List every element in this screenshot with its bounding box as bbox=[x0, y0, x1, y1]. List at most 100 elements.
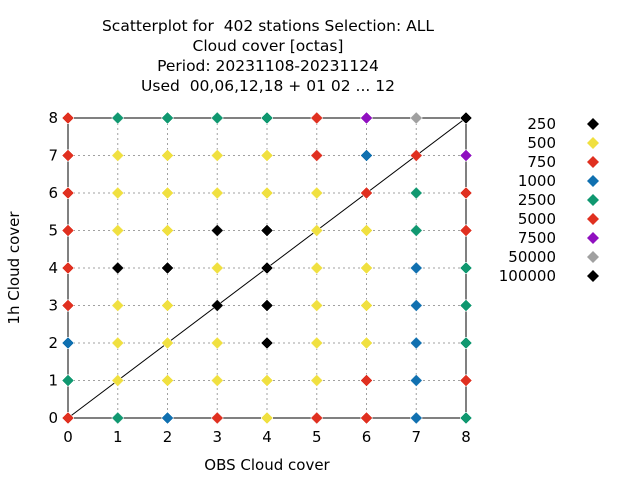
data-point bbox=[260, 111, 274, 125]
x-tick-label: 0 bbox=[63, 428, 73, 446]
legend-label: 5000 bbox=[518, 210, 556, 228]
data-point bbox=[360, 149, 373, 162]
data-point bbox=[360, 261, 373, 275]
legend-label: 100000 bbox=[499, 267, 556, 285]
data-point bbox=[260, 261, 274, 275]
data-point bbox=[409, 149, 423, 162]
data-point bbox=[61, 186, 75, 200]
data-point bbox=[111, 111, 125, 125]
data-point bbox=[409, 261, 423, 275]
title-line-4: Used 00,06,12,18 + 01 02 ... 12 bbox=[141, 77, 395, 95]
data-point bbox=[260, 149, 274, 162]
data-point bbox=[310, 224, 324, 237]
data-point bbox=[210, 336, 224, 350]
data-point bbox=[161, 374, 174, 387]
data-point bbox=[310, 299, 324, 312]
data-point bbox=[161, 336, 174, 350]
data-point bbox=[161, 261, 174, 275]
data-point bbox=[459, 374, 473, 387]
data-point bbox=[61, 411, 75, 425]
data-point bbox=[111, 299, 125, 312]
data-point bbox=[409, 299, 423, 312]
data-point bbox=[360, 374, 373, 387]
data-point bbox=[409, 111, 423, 125]
legend-marker bbox=[587, 175, 599, 187]
data-point bbox=[61, 336, 75, 350]
data-point bbox=[161, 186, 174, 200]
legend-label: 1000 bbox=[518, 172, 556, 190]
data-point bbox=[310, 149, 324, 162]
data-point bbox=[409, 186, 423, 200]
data-point bbox=[61, 374, 75, 387]
data-point bbox=[61, 261, 75, 275]
y-tick-label: 8 bbox=[48, 109, 58, 127]
legend-label: 7500 bbox=[518, 229, 556, 247]
x-tick-label: 5 bbox=[312, 428, 322, 446]
data-point bbox=[210, 111, 224, 125]
legend-marker bbox=[587, 213, 599, 225]
legend-label: 500 bbox=[527, 134, 556, 152]
y-tick-label: 7 bbox=[48, 147, 58, 165]
data-point bbox=[210, 261, 224, 275]
data-point bbox=[161, 111, 174, 125]
x-tick-label: 2 bbox=[163, 428, 173, 446]
x-axis-label: OBS Cloud cover bbox=[204, 456, 330, 474]
data-point bbox=[61, 111, 75, 125]
data-point bbox=[360, 411, 373, 425]
x-tick-label: 8 bbox=[461, 428, 471, 446]
data-point bbox=[360, 224, 373, 237]
legend-marker bbox=[587, 270, 599, 282]
data-point bbox=[161, 411, 174, 425]
data-point bbox=[459, 111, 473, 125]
data-point bbox=[409, 411, 423, 425]
y-tick-label: 1 bbox=[48, 372, 58, 390]
data-point bbox=[210, 374, 224, 387]
data-point bbox=[61, 299, 75, 312]
data-point bbox=[459, 224, 473, 237]
x-tick-label: 3 bbox=[212, 428, 222, 446]
axis-ticks: 0 1 2 3 4 5 6 7 8 0 1 2 3 4 5 6 7 8 bbox=[48, 109, 470, 446]
legend-marker bbox=[587, 194, 599, 206]
data-point bbox=[459, 149, 473, 162]
data-point bbox=[111, 261, 125, 275]
data-point bbox=[260, 336, 274, 350]
data-points bbox=[61, 111, 473, 425]
legend-label: 250 bbox=[527, 115, 556, 133]
data-point bbox=[409, 224, 423, 237]
data-point bbox=[310, 261, 324, 275]
data-point bbox=[260, 374, 274, 387]
legend-label: 50000 bbox=[508, 248, 556, 266]
data-point bbox=[111, 149, 125, 162]
data-point bbox=[161, 224, 174, 237]
data-point bbox=[409, 336, 423, 350]
data-point bbox=[111, 336, 125, 350]
legend-label: 750 bbox=[527, 153, 556, 171]
data-point bbox=[111, 411, 125, 425]
data-point bbox=[161, 299, 174, 312]
title-line-3: Period: 20231108-20231124 bbox=[157, 57, 379, 75]
x-tick-label: 6 bbox=[362, 428, 372, 446]
legend-marker bbox=[587, 232, 599, 244]
y-tick-label: 0 bbox=[48, 409, 58, 427]
y-tick-label: 2 bbox=[48, 334, 58, 352]
legend-marker bbox=[587, 118, 599, 130]
data-point bbox=[61, 224, 75, 237]
data-point bbox=[260, 411, 274, 425]
x-tick-label: 4 bbox=[262, 428, 272, 446]
data-point bbox=[459, 299, 473, 312]
data-point bbox=[260, 224, 274, 237]
data-point bbox=[310, 374, 324, 387]
legend-marker bbox=[587, 156, 599, 168]
data-point bbox=[310, 111, 324, 125]
legend-label: 2500 bbox=[518, 191, 556, 209]
y-tick-label: 5 bbox=[48, 222, 58, 240]
data-point bbox=[210, 411, 224, 425]
data-point bbox=[310, 186, 324, 200]
data-point bbox=[360, 336, 373, 350]
y-tick-label: 3 bbox=[48, 297, 58, 315]
data-point bbox=[360, 111, 373, 125]
data-point bbox=[409, 374, 423, 387]
x-tick-label: 7 bbox=[411, 428, 421, 446]
